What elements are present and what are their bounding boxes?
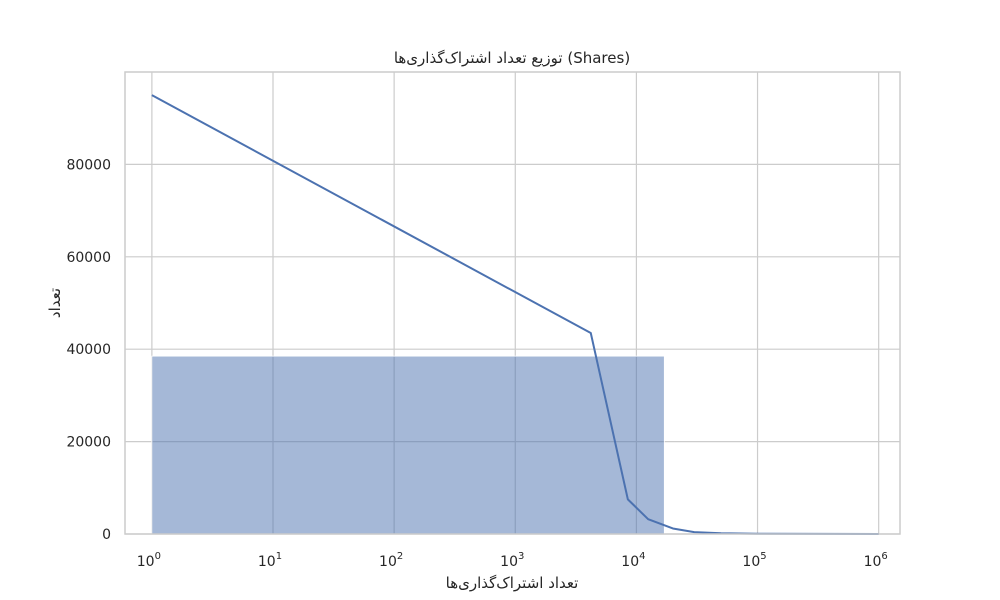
x-tick-label: 102 [379, 551, 403, 570]
y-tick-label: 20000 [66, 435, 111, 451]
y-tick-label: 0 [102, 527, 111, 543]
y-tick-label: 40000 [66, 342, 111, 358]
x-axis-ticks: 100 101 102 103 104 105 106 [137, 551, 888, 570]
x-tick-label: 105 [742, 551, 766, 570]
y-tick-label: 80000 [66, 157, 111, 173]
chart-title: توزیع تعداد اشتراک‌گذاری‌ها (Shares) [394, 49, 630, 67]
plot-frame [124, 71, 901, 535]
x-axis-label: تعداد اشتراک‌گذاری‌ها [446, 574, 579, 592]
x-tick-label: 103 [500, 551, 524, 570]
histogram-bar [151, 355, 665, 535]
x-tick-label: 101 [258, 551, 282, 570]
y-axis-ticks: 0 20000 40000 60000 80000 [66, 157, 111, 543]
x-tick-label: 104 [621, 551, 645, 570]
y-tick-label: 60000 [66, 250, 111, 266]
x-tick-label: 106 [864, 551, 888, 570]
x-tick-label: 100 [137, 551, 161, 570]
y-axis-label: تعداد [46, 288, 64, 318]
histogram-bars [151, 355, 665, 535]
